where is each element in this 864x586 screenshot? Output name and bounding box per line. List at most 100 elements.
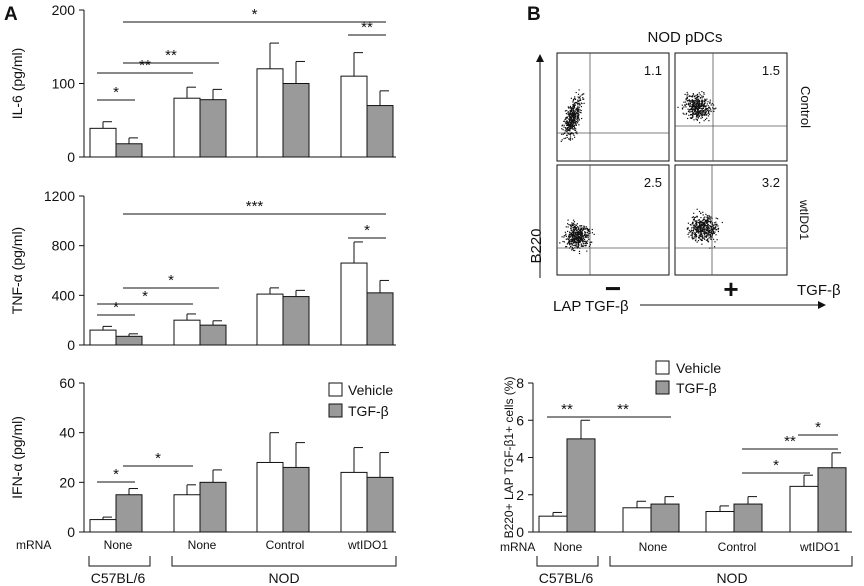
scatter-point (704, 238, 706, 240)
scatter-point (579, 99, 581, 101)
scatter-point (575, 124, 577, 126)
scatter-point (707, 220, 709, 222)
scatter-point (694, 216, 696, 218)
scatter-point (576, 223, 578, 225)
scatter-point (696, 113, 698, 115)
scatter-point (705, 233, 707, 235)
scatter-point (698, 114, 700, 116)
scatter-point (589, 230, 591, 232)
scatter-point (703, 237, 705, 240)
scatter-point (692, 114, 694, 116)
scatter-point (698, 219, 700, 221)
scatter-point (700, 227, 702, 229)
scatter-point (692, 93, 695, 95)
scatter-point (713, 232, 715, 234)
scatter-point (704, 216, 706, 218)
scatter-point (690, 229, 692, 231)
scatter-point (569, 233, 571, 236)
scatter-point (704, 226, 706, 228)
scatter-point (574, 130, 577, 132)
scatter-point (695, 226, 697, 228)
flow-col-sign-minus: − (605, 273, 621, 304)
scatter-point (687, 222, 689, 224)
scatter-point (575, 224, 578, 226)
scatter-point (570, 234, 572, 236)
scatter-point (692, 226, 694, 229)
scatter-point (576, 229, 578, 231)
scatter-point (575, 122, 577, 124)
scatter-point (578, 119, 580, 121)
scatter-point (699, 236, 701, 238)
scatter-point (574, 247, 576, 249)
scatter-point (578, 107, 580, 109)
scatter-point (715, 226, 717, 228)
scatter-point (698, 106, 700, 108)
scatter-point (701, 108, 703, 110)
scatter-point (574, 235, 576, 237)
scatter-point (705, 107, 707, 109)
flow-treatment-label: TGF-β (797, 282, 841, 299)
scatter-point (706, 108, 708, 110)
scatter-point (568, 107, 570, 109)
lap-significance-star: * (815, 419, 821, 436)
scatter-point (700, 113, 703, 116)
scatter-point (572, 116, 574, 118)
scatter-point (701, 101, 703, 103)
scatter-point (717, 230, 719, 233)
scatter-point (702, 110, 704, 112)
scatter-point (564, 130, 566, 132)
scatter-point (573, 119, 575, 121)
scatter-point (695, 116, 697, 118)
scatter-point (707, 219, 709, 221)
scatter-point (579, 239, 581, 241)
scatter-point (574, 127, 576, 129)
scatter-point (702, 235, 704, 237)
scatter-point (580, 237, 582, 239)
scatter-point (570, 236, 572, 238)
scatter-point (697, 117, 699, 119)
scatter-point (717, 229, 719, 231)
scatter-point (700, 103, 702, 105)
il6-bar-vehicle (173, 97, 201, 158)
scatter-point (698, 107, 701, 109)
scatter-point (564, 122, 566, 124)
scatter-point (699, 230, 701, 232)
scatter-point (705, 231, 707, 234)
scatter-point (577, 244, 579, 246)
lap-bar-tgf (817, 467, 847, 533)
lap-y-tick-label: 0 (516, 524, 524, 540)
scatter-point (681, 108, 684, 110)
scatter-point (705, 239, 707, 241)
scatter-point (586, 229, 589, 231)
scatter-point (693, 110, 695, 112)
scatter-point (708, 106, 711, 108)
scatter-point (698, 230, 700, 232)
lap-y-tick-label: 2 (516, 487, 524, 503)
scatter-point (578, 244, 580, 246)
scatter-point (706, 225, 708, 227)
scatter-point (704, 109, 706, 111)
scatter-point (580, 232, 582, 234)
scatter-point (563, 120, 565, 122)
scatter-point (572, 133, 574, 135)
scatter-point (691, 232, 693, 234)
scatter-point (706, 232, 708, 234)
il6-bar-tgf (199, 99, 227, 158)
scatter-point (705, 108, 707, 110)
scatter-point (578, 250, 581, 252)
scatter-point (704, 118, 707, 121)
scatter-point (582, 93, 584, 95)
scatter-point (694, 98, 696, 100)
scatter-point (566, 116, 568, 118)
scatter-point (692, 116, 694, 118)
scatter-point (577, 112, 580, 114)
scatter-point (696, 221, 698, 223)
scatter-point (583, 226, 585, 228)
scatter-point (710, 226, 712, 228)
scatter-point (566, 110, 568, 112)
scatter-point (568, 125, 570, 127)
group-label-b-none-nod: None (639, 540, 668, 554)
ifn-bar-vehicle (340, 471, 368, 533)
scatter-point (570, 239, 572, 241)
lap-bar-tgf (733, 503, 763, 533)
